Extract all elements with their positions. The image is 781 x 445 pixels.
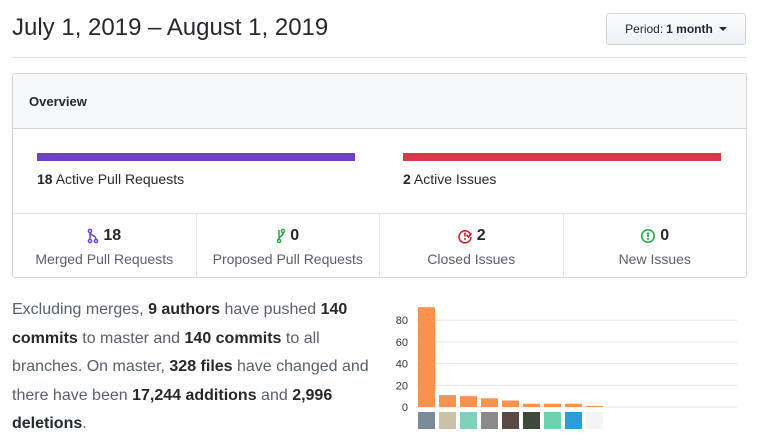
commit-bar[interactable]: [418, 307, 435, 407]
author-avatar[interactable]: [523, 412, 540, 429]
author-avatar[interactable]: [544, 412, 561, 429]
author-avatar[interactable]: [460, 412, 477, 429]
author-avatar[interactable]: [418, 412, 435, 429]
stat-count: 18: [103, 227, 122, 244]
stat-label: Closed Issues: [427, 251, 516, 267]
overview-box: Overview 18 Active Pull Requests 2 Activ…: [12, 73, 747, 278]
y-tick-label: 80: [396, 315, 408, 327]
deletions-count: 2,996: [292, 386, 333, 404]
authors-link[interactable]: 9 authors: [148, 301, 221, 318]
active-prs-count: 18: [37, 171, 53, 187]
y-tick-label: 20: [396, 380, 408, 392]
y-tick-label: 60: [396, 337, 408, 349]
author-avatar[interactable]: [481, 412, 498, 429]
stat-closed-issues[interactable]: 2 Closed Issues: [380, 214, 564, 278]
commit-bar[interactable]: [544, 403, 561, 407]
stat-proposed-prs[interactable]: 0 Proposed Pull Requests: [197, 214, 380, 278]
commit-bar[interactable]: [439, 395, 456, 407]
active-issues-label: Active Issues: [413, 171, 497, 187]
period-dropdown[interactable]: Period: 1 month: [606, 13, 746, 45]
commit-bar[interactable]: [586, 405, 603, 407]
author-avatar[interactable]: [439, 412, 456, 429]
active-prs-link[interactable]: 18 Active Pull Requests: [37, 171, 184, 187]
commit-bar[interactable]: [502, 400, 519, 407]
stat-count: 0: [660, 227, 670, 244]
y-tick-label: 40: [396, 359, 408, 371]
active-prs-label: Active Pull Requests: [55, 171, 185, 187]
period-value: 1 month: [666, 22, 713, 36]
issue-closed-icon: [458, 230, 472, 244]
stat-merged-prs[interactable]: 18 Merged Pull Requests: [13, 214, 197, 278]
stat-count: 0: [290, 227, 300, 244]
author-avatar[interactable]: [586, 412, 603, 429]
issue-opened-icon: [641, 229, 656, 243]
stats-row: 18 Merged Pull Requests 0 Proposed Pull …: [13, 213, 746, 278]
author-avatar[interactable]: [565, 412, 582, 429]
period-label: Period:: [625, 22, 664, 36]
stat-new-issues[interactable]: 0 New Issues: [564, 214, 747, 278]
active-issues-bar[interactable]: [403, 153, 721, 161]
additions-count: 17,244: [132, 386, 182, 404]
stat-label: New Issues: [618, 251, 691, 267]
commit-summary: Excluding merges, 9 authors have pushed …: [12, 301, 369, 432]
git-merge-icon: [87, 228, 99, 244]
active-issues-count: 2: [403, 171, 411, 187]
commit-bar[interactable]: [565, 403, 582, 407]
commit-bar[interactable]: [460, 396, 477, 407]
stat-label: Proposed Pull Requests: [212, 251, 363, 267]
divider: [12, 57, 747, 58]
commits-by-author-chart: 0 20 40 60 80: [396, 307, 737, 429]
y-tick-label: 0: [402, 402, 408, 414]
active-prs-bar[interactable]: [37, 153, 355, 161]
stat-label: Merged Pull Requests: [35, 251, 174, 267]
commit-bar[interactable]: [481, 398, 498, 407]
overview-title: Overview: [13, 74, 746, 129]
stat-count: 2: [476, 227, 486, 244]
author-avatar[interactable]: [502, 412, 519, 429]
page-title: July 1, 2019 – August 1, 2019: [12, 14, 329, 41]
caret-down-icon: [718, 27, 727, 31]
git-pull-request-icon: [276, 228, 286, 244]
active-issues-link[interactable]: 2 Active Issues: [403, 171, 496, 187]
commit-bar[interactable]: [523, 403, 540, 407]
